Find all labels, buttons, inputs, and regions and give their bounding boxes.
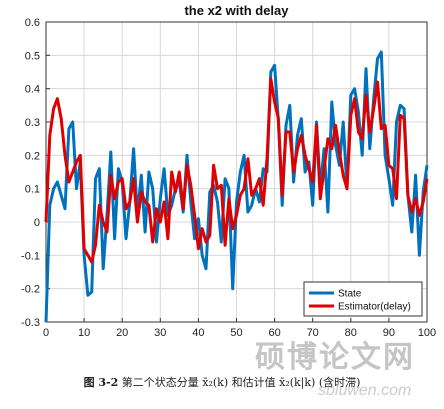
x-tick-label: 100: [418, 327, 436, 339]
y-tick-label: 0.2: [25, 150, 40, 162]
x-tick-label: 90: [383, 327, 395, 339]
y-tick-label: 0: [34, 217, 40, 229]
chart-svg: 0 10 20 30 40 50 60 70 80 90 100 -0.3 -0.2 -0.1 0 0.1 0…: [21, 3, 436, 339]
x-tick-label: 30: [154, 327, 166, 339]
grid-lines: [45, 21, 428, 323]
y-tick-label: -0.1: [21, 250, 40, 262]
x-tick-label: 0: [43, 327, 49, 339]
x-tick-label: 70: [307, 327, 319, 339]
y-tick-label: -0.3: [21, 317, 40, 329]
x-tick-label: 80: [345, 327, 357, 339]
y-tick-label: 0.3: [25, 117, 40, 129]
x-tick-label: 20: [116, 327, 128, 339]
legend: State Estimator(delay): [303, 281, 423, 317]
x-tick-label: 40: [192, 327, 204, 339]
y-tick-label: 0.4: [25, 84, 40, 96]
y-tick-label: 0.5: [25, 50, 40, 62]
watermark-text: 硕博论文网: [255, 340, 415, 375]
chart-title: the x2 with delay: [184, 3, 289, 18]
legend-label: Estimator(delay): [338, 302, 411, 313]
y-tick-label: -0.2: [21, 284, 40, 296]
legend-box: [303, 281, 423, 317]
figure-number: 图 3-2: [83, 376, 119, 389]
y-tick-label: 0.6: [25, 17, 40, 29]
watermark-url: sbluwen.com: [318, 382, 412, 399]
x-tick-label: 60: [268, 327, 280, 339]
legend-label: State: [338, 289, 362, 300]
figure-caption: 图 3-2 第二个状态分量 x̄₂(k) 和估计值 x̄₂(k|k) (含时滞): [0, 374, 444, 390]
y-axis: -0.3 -0.2 -0.1 0 0.1 0.2 0.3 0.4 0.5 0.6: [21, 17, 50, 329]
y-tick-label: 0.1: [25, 184, 40, 196]
figure-caption-text: 第二个状态分量 x̄₂(k) 和估计值 x̄₂(k|k) (含时滞): [121, 376, 361, 389]
series-line-estimator: [44, 77, 429, 264]
series-lines: [44, 50, 429, 323]
x-tick-label: 10: [78, 327, 90, 339]
x-tick-label: 50: [230, 327, 242, 339]
